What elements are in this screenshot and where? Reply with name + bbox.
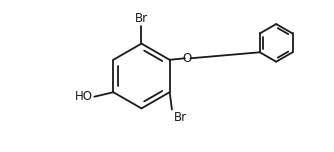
- Text: Br: Br: [173, 111, 187, 124]
- Text: Br: Br: [135, 12, 148, 25]
- Text: O: O: [182, 52, 192, 65]
- Text: HO: HO: [75, 90, 93, 103]
